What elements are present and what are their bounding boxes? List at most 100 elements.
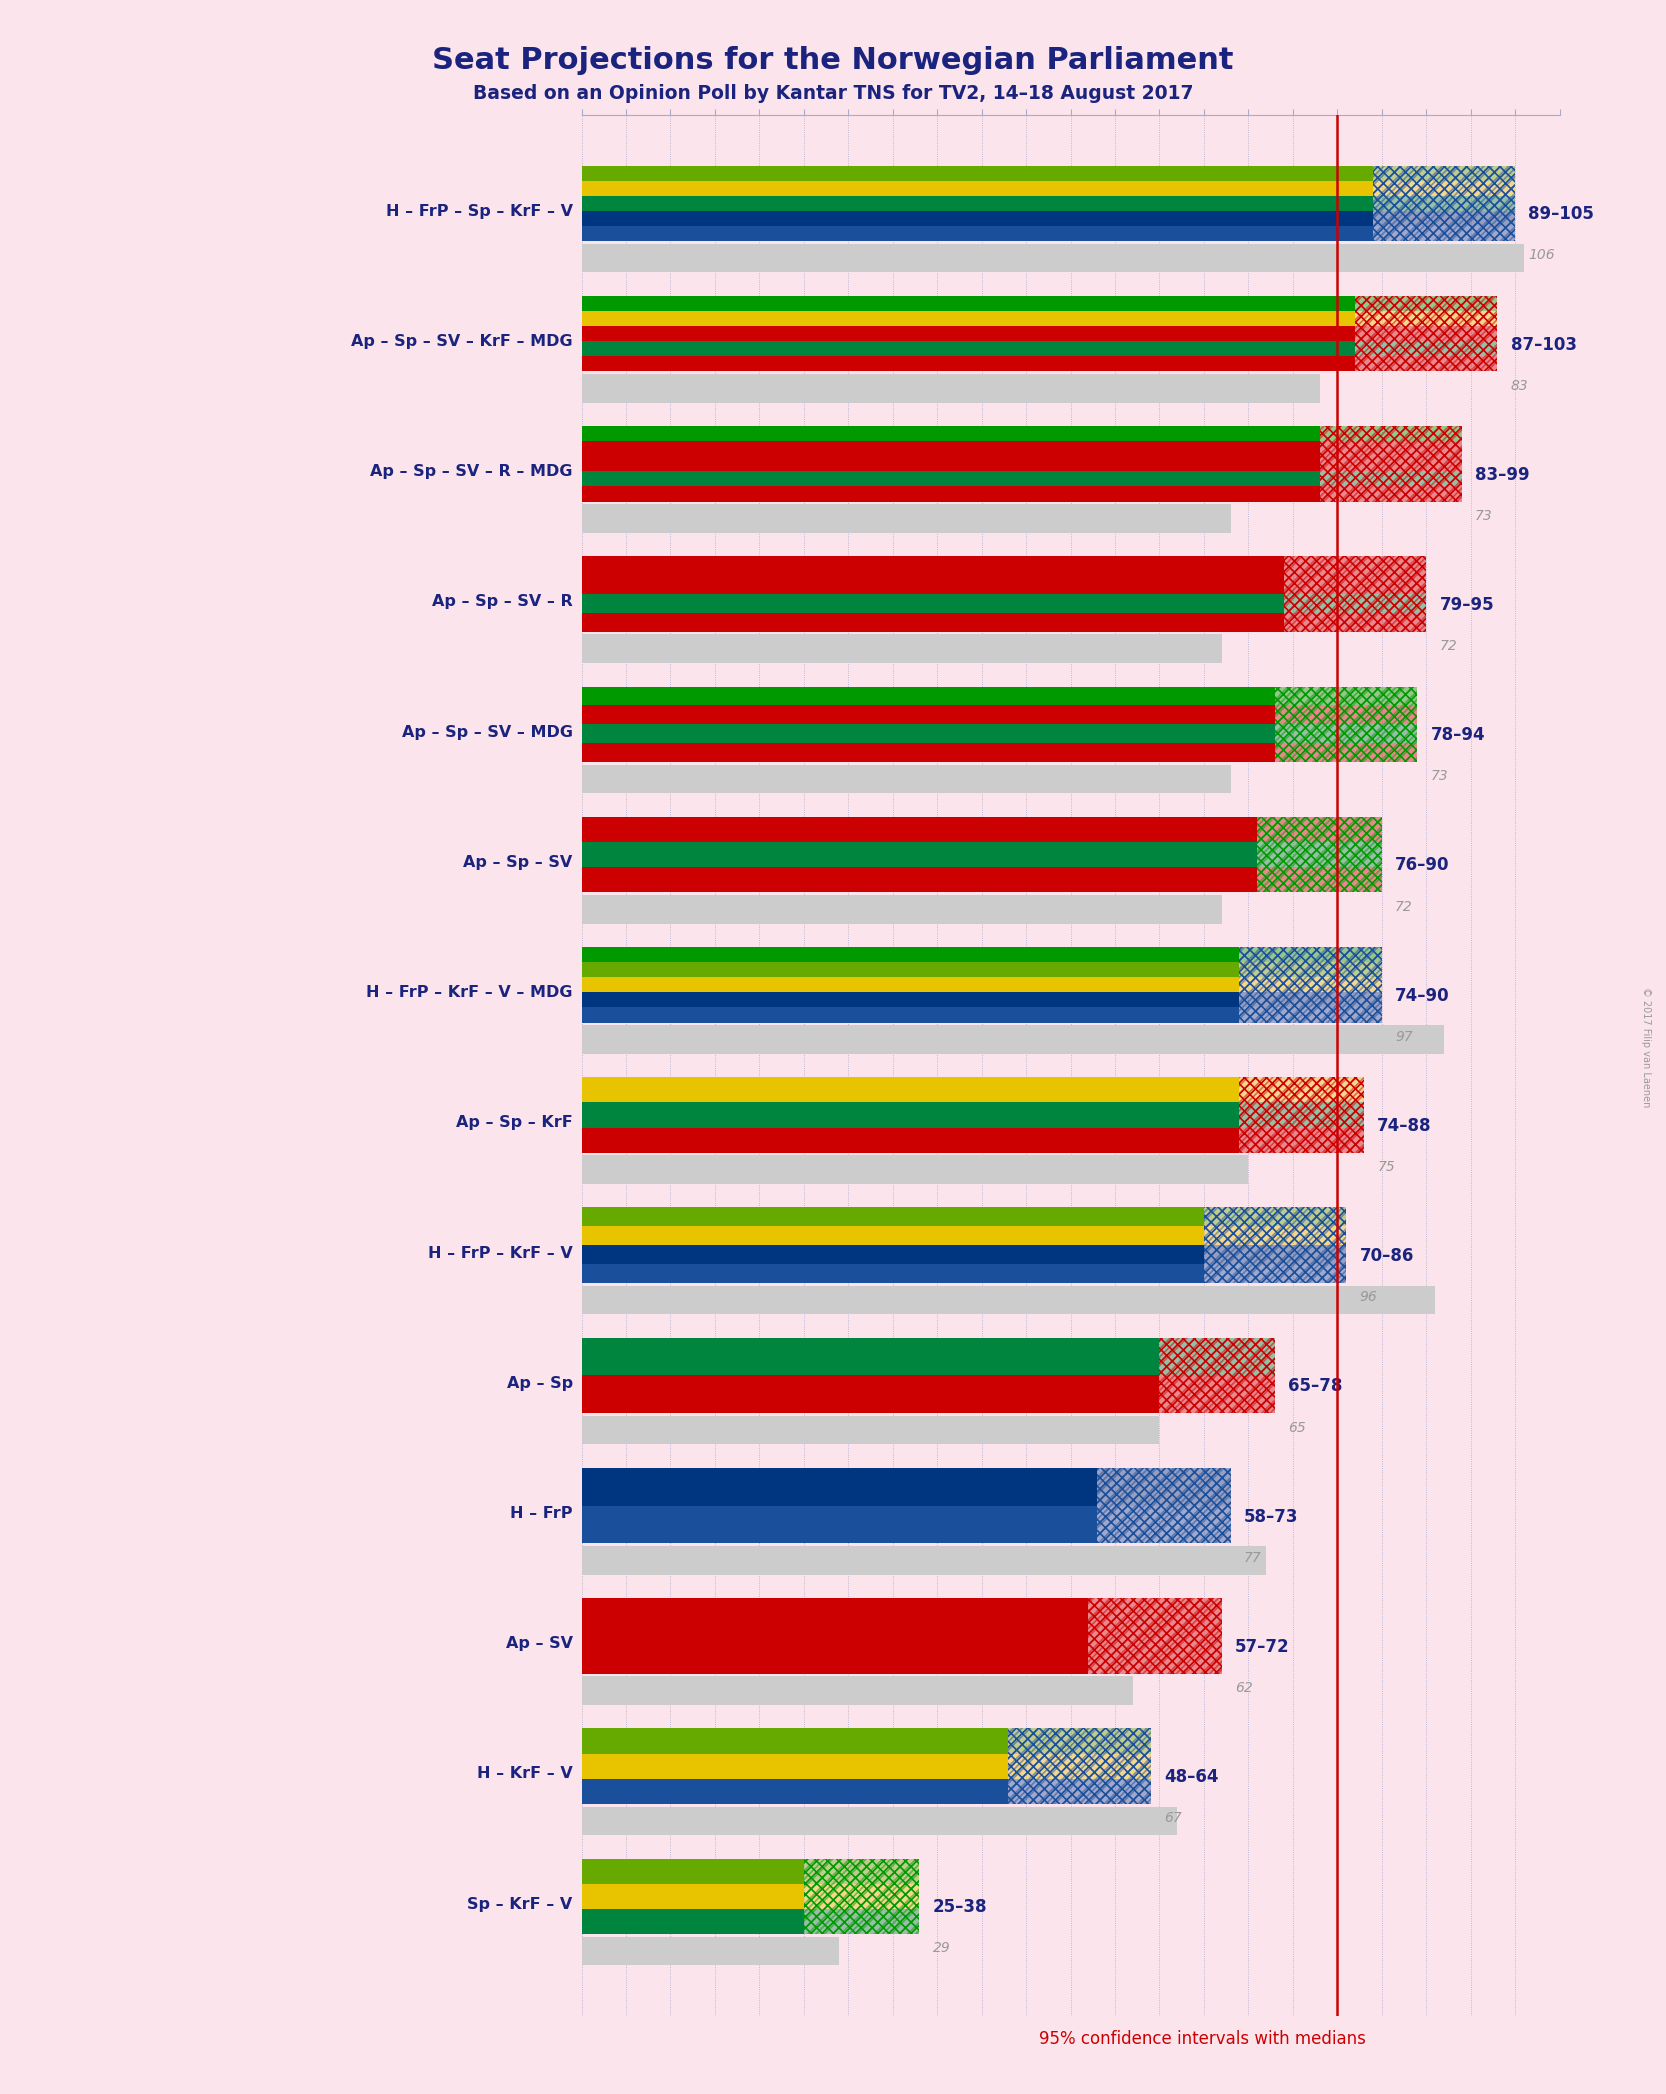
Bar bbox=[1354, 341, 1498, 356]
Text: 75: 75 bbox=[1378, 1160, 1394, 1175]
Bar bbox=[1354, 327, 1498, 341]
Text: Sp – KrF – V: Sp – KrF – V bbox=[468, 1897, 573, 1912]
Bar bbox=[1319, 456, 1461, 471]
Bar bbox=[1284, 557, 1426, 576]
Bar bbox=[581, 375, 1319, 402]
Bar bbox=[1088, 1598, 1221, 1635]
Bar bbox=[1319, 425, 1461, 503]
Bar bbox=[803, 1910, 920, 1935]
Bar bbox=[1205, 1265, 1346, 1284]
Bar bbox=[1284, 595, 1426, 614]
Text: H – FrP – KrF – V – MDG: H – FrP – KrF – V – MDG bbox=[367, 984, 573, 1001]
Text: 74–88: 74–88 bbox=[1378, 1116, 1431, 1135]
Bar bbox=[581, 471, 1319, 486]
Bar bbox=[1240, 1076, 1364, 1152]
Text: H – FrP – Sp – KrF – V: H – FrP – Sp – KrF – V bbox=[385, 203, 573, 218]
Text: 83–99: 83–99 bbox=[1474, 465, 1529, 484]
Bar bbox=[581, 817, 1258, 842]
Bar bbox=[581, 456, 1319, 471]
Bar bbox=[581, 1246, 1205, 1265]
Bar bbox=[581, 725, 1274, 743]
Bar bbox=[1240, 946, 1381, 961]
Bar bbox=[1240, 1101, 1364, 1127]
Bar bbox=[581, 1076, 1240, 1101]
Bar bbox=[1205, 1208, 1346, 1227]
Bar bbox=[1354, 295, 1498, 310]
Bar bbox=[581, 614, 1284, 632]
Bar bbox=[1088, 1598, 1221, 1673]
Text: 76–90: 76–90 bbox=[1394, 856, 1449, 875]
Bar bbox=[581, 295, 1354, 310]
Bar bbox=[1373, 197, 1514, 211]
Bar bbox=[581, 1545, 1266, 1575]
Text: 87–103: 87–103 bbox=[1511, 335, 1576, 354]
Text: 73: 73 bbox=[1431, 768, 1448, 783]
Bar bbox=[1240, 978, 1381, 993]
Bar bbox=[581, 1101, 1240, 1127]
Bar bbox=[1373, 165, 1514, 241]
Bar bbox=[581, 1127, 1240, 1152]
Bar bbox=[1205, 1208, 1346, 1284]
Bar bbox=[581, 1376, 1160, 1413]
Bar bbox=[581, 1007, 1240, 1022]
Bar bbox=[581, 1265, 1205, 1284]
Bar bbox=[581, 226, 1373, 241]
Bar bbox=[581, 310, 1354, 327]
Bar bbox=[581, 961, 1240, 978]
Bar bbox=[803, 1859, 920, 1935]
Bar bbox=[1240, 1076, 1364, 1152]
Bar bbox=[1240, 946, 1381, 1022]
Bar bbox=[1373, 180, 1514, 197]
Bar bbox=[581, 1753, 1008, 1778]
Bar bbox=[581, 1807, 1178, 1834]
Bar bbox=[1319, 442, 1461, 456]
Text: 97: 97 bbox=[1394, 1030, 1413, 1043]
Text: 29: 29 bbox=[933, 1941, 951, 1956]
Bar bbox=[1160, 1376, 1274, 1413]
Bar bbox=[1160, 1338, 1274, 1376]
Bar bbox=[581, 486, 1319, 503]
Bar bbox=[581, 946, 1240, 961]
Text: Ap – SV: Ap – SV bbox=[506, 1635, 573, 1652]
Bar bbox=[581, 1598, 1088, 1635]
Bar bbox=[803, 1885, 920, 1910]
Text: 48–64: 48–64 bbox=[1165, 1767, 1218, 1786]
Bar bbox=[581, 867, 1258, 892]
Bar bbox=[1098, 1468, 1231, 1543]
Bar bbox=[581, 442, 1319, 456]
Bar bbox=[581, 1468, 1098, 1506]
Text: 72: 72 bbox=[1439, 639, 1458, 653]
Bar bbox=[581, 743, 1274, 762]
Bar bbox=[581, 894, 1221, 923]
Bar bbox=[1008, 1753, 1151, 1778]
Bar bbox=[581, 1910, 803, 1935]
Text: H – KrF – V: H – KrF – V bbox=[476, 1767, 573, 1782]
Bar bbox=[1258, 867, 1381, 892]
Text: 73: 73 bbox=[1474, 509, 1493, 524]
Bar bbox=[581, 687, 1274, 706]
Text: 74–90: 74–90 bbox=[1394, 986, 1449, 1005]
Bar bbox=[1373, 226, 1514, 241]
Bar bbox=[581, 595, 1284, 614]
Bar bbox=[1008, 1778, 1151, 1803]
Bar bbox=[581, 1416, 1160, 1445]
Bar bbox=[581, 1506, 1098, 1543]
Bar bbox=[581, 634, 1221, 664]
Bar bbox=[1319, 486, 1461, 503]
Bar bbox=[581, 1778, 1008, 1803]
Text: 95% confidence intervals with medians: 95% confidence intervals with medians bbox=[1040, 2029, 1366, 2048]
Text: 89–105: 89–105 bbox=[1528, 205, 1594, 224]
Bar bbox=[581, 1156, 1248, 1183]
Text: 65–78: 65–78 bbox=[1288, 1378, 1343, 1395]
Bar bbox=[581, 1728, 1008, 1753]
Bar bbox=[1088, 1598, 1221, 1673]
Text: 106: 106 bbox=[1528, 249, 1554, 262]
Bar bbox=[1205, 1246, 1346, 1265]
Bar bbox=[1205, 1227, 1346, 1246]
Bar bbox=[581, 180, 1373, 197]
Bar bbox=[581, 327, 1354, 341]
Bar bbox=[1274, 743, 1418, 762]
Bar bbox=[581, 557, 1284, 576]
Bar bbox=[1354, 356, 1498, 371]
Bar bbox=[581, 1208, 1205, 1227]
